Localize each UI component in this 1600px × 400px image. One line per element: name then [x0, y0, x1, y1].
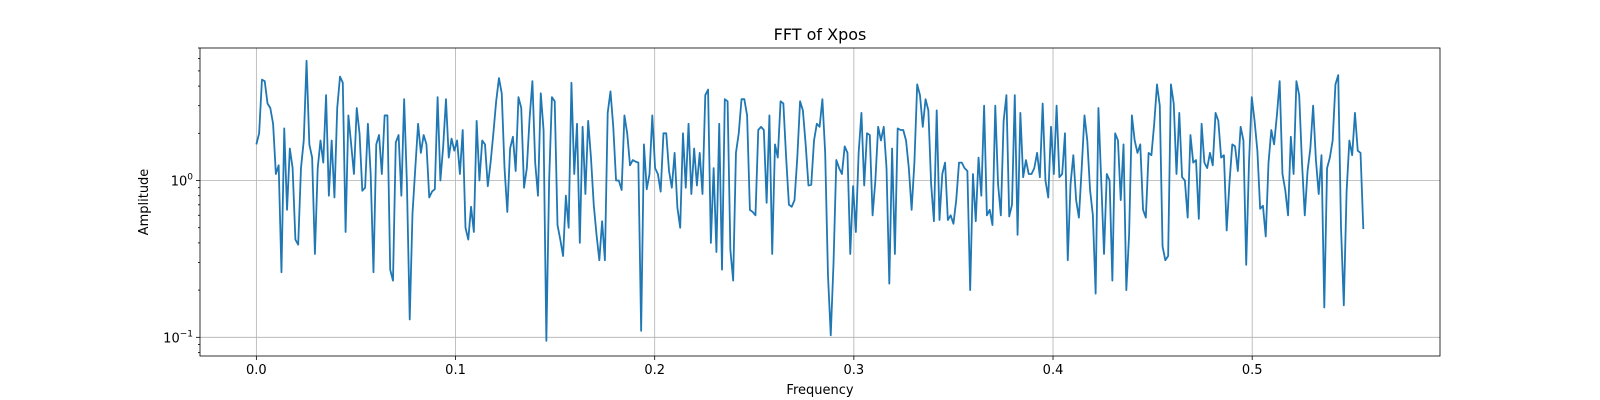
axis-ticks: 0.0 0.1 0.2 0.3 0.4 0.5 10−1 100	[163, 47, 1263, 378]
x-tick-label: 0.5	[1242, 363, 1263, 378]
grid-lines	[200, 48, 1440, 356]
y-tick-label: 10−1	[163, 329, 193, 346]
x-tick-label: 0.2	[644, 363, 665, 378]
chart-title: FFT of Xpos	[774, 25, 867, 44]
x-tick-label: 0.4	[1043, 363, 1064, 378]
fft-amplitude-line	[255, 59, 1365, 342]
y-tick-label: 100	[171, 173, 194, 190]
plot-frame	[199, 47, 1441, 357]
x-axis-label: Frequency	[786, 383, 853, 398]
x-tick-label: 0.0	[246, 363, 267, 378]
y-axis-label: Amplitude	[137, 169, 152, 236]
x-tick-label: 0.1	[445, 363, 466, 378]
series-layer	[255, 59, 1365, 342]
x-tick-label: 0.3	[844, 363, 865, 378]
